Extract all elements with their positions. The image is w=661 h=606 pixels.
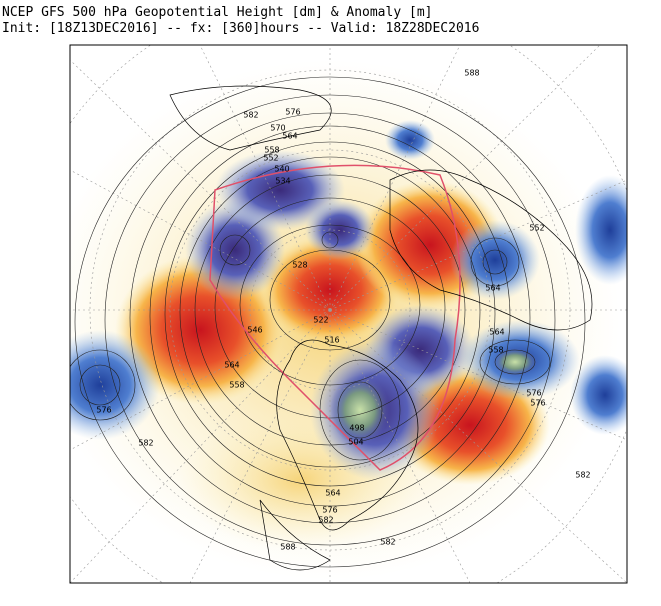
contour-label: 516 — [324, 336, 339, 345]
contour-label: 558 — [264, 146, 279, 155]
contour-label: 582 — [243, 111, 258, 120]
contour-label: 588 — [280, 543, 295, 552]
contour-label: 564 — [325, 489, 340, 498]
contour-label: 582 — [575, 471, 590, 480]
contour-label: 522 — [313, 316, 328, 325]
contour-label: 570 — [270, 124, 285, 133]
contour-label: 588 — [464, 69, 479, 78]
contour-label: 534 — [275, 177, 290, 186]
contour-label: 564 — [485, 284, 500, 293]
contour-label: 582 — [318, 516, 333, 525]
contour-label: 576 — [322, 506, 337, 515]
contour-label: 576 — [285, 108, 300, 117]
contour-label: 546 — [247, 326, 262, 335]
contour-labels: 588 582 576 570 564 558 552 540 534 528 … — [96, 69, 590, 552]
map-frame — [69, 44, 628, 584]
highlight-contour — [209, 164, 461, 471]
header-title: NCEP GFS 500 hPa Geopotential Height [dm… — [2, 5, 432, 20]
contour-label: 528 — [292, 261, 307, 270]
contour-label: 558 — [229, 381, 244, 390]
contour-label: 552 — [263, 154, 278, 163]
contour-label: 576 — [526, 389, 541, 398]
contour-label: 564 — [224, 361, 239, 370]
contour-label: 558 — [488, 346, 503, 355]
contour-label: 540 — [274, 165, 289, 174]
contour-label: 498 — [349, 424, 364, 433]
contour-label: 564 — [489, 328, 504, 337]
contour-label: 582 — [138, 439, 153, 448]
contour-label: 552 — [529, 224, 544, 233]
coastlines — [169, 85, 593, 571]
contour-label: 504 — [348, 438, 363, 447]
header-subtitle: Init: [18Z13DEC2016] -- fx: [360]hours -… — [2, 21, 479, 36]
contour-label: 576 — [530, 399, 545, 408]
map-field — [70, 45, 627, 583]
contour-label: 582 — [380, 538, 395, 547]
contour-label: 576 — [96, 406, 111, 415]
contour-label: 564 — [282, 132, 297, 141]
